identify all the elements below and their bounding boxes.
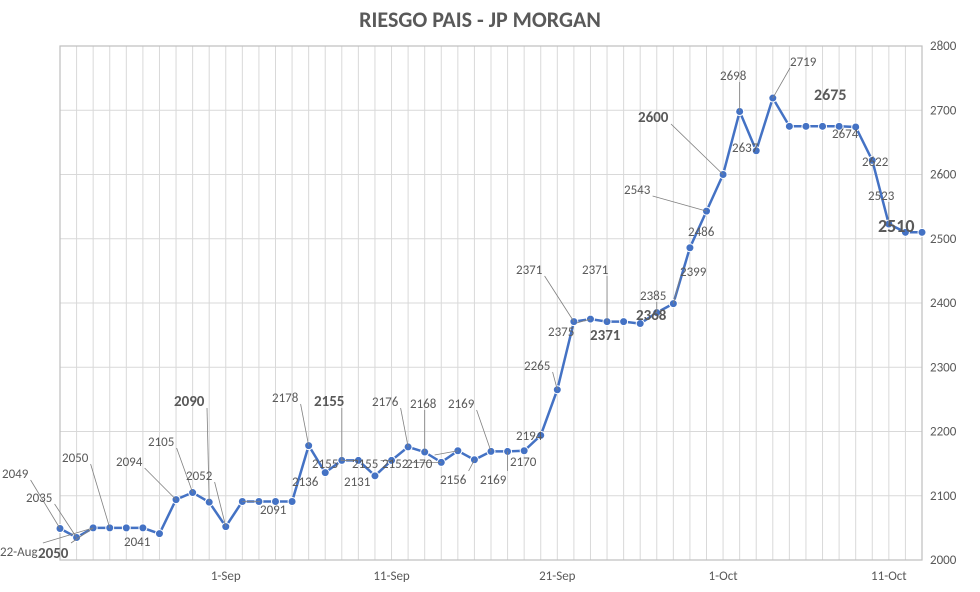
data-label: 2178 [272,391,299,406]
y-axis-label: 2000 [930,553,957,568]
leader-line [401,408,409,447]
data-label: 2486 [688,225,715,240]
data-label: 2049 [2,467,29,482]
data-label: 2090 [174,393,205,411]
series-point [686,244,694,252]
y-axis-label: 2300 [930,360,957,375]
leader-line [545,276,574,322]
data-label: 2155 [314,393,344,411]
data-label: 2052 [186,469,213,484]
series-point [785,122,793,130]
chart-plot: 2000 2100 2200 2300 2400 2500 2600 2700 2800 1-Se… [0,0,980,592]
series-point [122,524,130,532]
data-label: 2675 [814,86,846,105]
data-label: 2375 [548,325,574,340]
series-point [155,530,163,538]
data-label: 2035 [26,491,52,506]
data-label: 2091 [260,503,286,518]
data-label: 22-Aug [0,545,38,560]
data-label: 2371 [516,263,542,278]
data-label: 2156 [440,473,467,488]
data-label: 2194 [516,429,543,444]
series-point [371,472,379,480]
data-label: 2131 [344,475,370,490]
data-label: 2170 [406,457,433,472]
y-axis-label: 2700 [930,103,957,118]
data-label: 2094 [116,455,143,470]
data-label: 2371 [590,327,621,345]
y-axis-label: 2600 [930,168,957,183]
data-label: 2674 [832,127,859,142]
leader-line [43,528,93,543]
data-label: 2155 [312,457,338,472]
data-label: 2169 [480,473,507,488]
data-label: 2371 [582,263,608,278]
y-axis-label: 2200 [930,425,957,440]
data-label: 2510 [878,215,915,237]
data-label: 2265 [524,359,550,374]
data-label: 2136 [292,475,319,490]
x-axis-label: 1-Oct [709,569,739,584]
x-axis-label: 1-Sep [211,569,241,584]
data-label: 2368 [636,307,667,325]
data-label: 2176 [372,395,399,410]
series-point [139,524,147,532]
data-label: 2169 [448,397,475,412]
data-label: 2170 [510,455,537,470]
data-label: 2523 [868,189,895,204]
data-label: 2600 [638,109,669,127]
leader-line [145,468,176,500]
y-axis-label: 2100 [930,489,957,504]
data-label: 2050 [38,545,69,563]
series-point [802,122,810,130]
data-label: 2543 [624,183,651,198]
leader-line [301,404,309,446]
y-axis-label: 2500 [930,232,957,247]
data-label: 2105 [148,435,174,450]
leader-line [671,124,723,175]
riesgo-pais-chart: RIESGO PAIS - JP MORGAN 2000 2100 2200 2300… [0,0,980,592]
data-label: 2719 [790,55,817,70]
y-axis-label: 2400 [930,296,957,311]
data-label: 2152 [382,457,409,472]
data-label: 2637 [732,141,759,156]
data-label: 2155 [352,457,378,472]
data-label: 2041 [124,535,150,550]
leader-line [773,68,790,98]
data-label: 2698 [720,69,747,84]
data-label: 2385 [640,289,666,304]
data-label: 2399 [680,265,707,280]
data-label: 2622 [862,155,889,170]
series-point [918,228,926,236]
data-label: 2168 [410,397,437,412]
x-axis-label: 21-Sep [539,569,576,584]
series-point [288,498,296,506]
leader-line [653,196,707,211]
series-point [520,447,528,455]
y-axis-label: 2800 [930,39,957,54]
series-point [620,318,628,326]
x-axis-label: 11-Oct [871,569,907,584]
chart-title: RIESGO PAIS - JP MORGAN [0,6,960,33]
series-point [819,122,827,130]
leader-line [477,410,491,451]
leader-line [673,278,680,304]
data-label: 2050 [62,451,89,466]
x-axis-label: 11-Sep [373,569,410,584]
